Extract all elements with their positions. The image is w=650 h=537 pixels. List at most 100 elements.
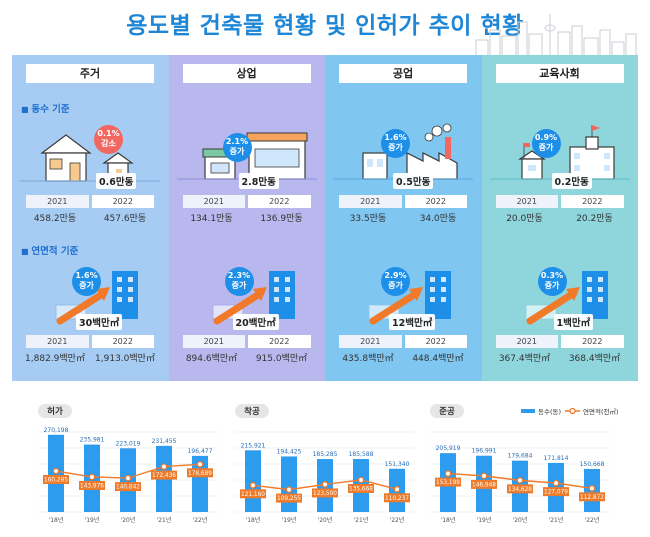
line-value-label: 109,255 <box>277 496 301 502</box>
x-tick-label: '19년 <box>85 516 100 524</box>
x-tick-label: '21년 <box>549 516 564 524</box>
year-row: 2021 2022 <box>26 335 154 348</box>
value-row: 134.1만동 136.9만동 <box>190 214 303 224</box>
value-row: 1,882.9백만㎡ 1,913.0백만㎡ <box>25 354 155 364</box>
house-illustration-icon <box>20 134 160 182</box>
panel-title: 공업 <box>339 64 467 83</box>
line-value-bg <box>312 488 338 498</box>
x-tick-label: '21년 <box>354 516 369 524</box>
line-point <box>52 467 60 475</box>
bar <box>245 450 261 512</box>
bar-value-label: 171,814 <box>544 455 569 462</box>
line-value-bg <box>276 493 302 503</box>
line-value-bg <box>579 492 605 502</box>
year-row: 2021 2022 <box>339 335 467 348</box>
line-value-label: 178,689 <box>188 471 212 477</box>
panel-title: 상업 <box>182 64 311 83</box>
line-point <box>444 470 452 477</box>
year-row: 2021 2022 <box>495 335 624 348</box>
change-badge: 0.9% 증가 <box>531 129 561 158</box>
value-row: 458.2만동 457.6만동 <box>33 214 147 224</box>
change-badge: 0.1% 감소 <box>94 125 123 154</box>
line-value-bg <box>240 489 266 499</box>
building-growth-icon <box>212 271 295 325</box>
legend-bar-swatch <box>521 409 535 413</box>
line-value-label: 135,668 <box>349 486 373 492</box>
x-tick-label: '18년 <box>246 516 261 524</box>
line-value-label: 172,436 <box>152 473 176 479</box>
line-value-bg <box>187 468 213 478</box>
page-title: 용도별 건축물 현황 및 인허가 추이 현황 <box>126 13 524 39</box>
bar-value-label: 151,340 <box>385 461 410 468</box>
bar-value-label: 150,668 <box>580 461 605 468</box>
year-row: 2021 2022 <box>339 195 467 208</box>
year-row: 2021 2022 <box>182 195 311 208</box>
panel-industrial: 공업 1.6% 증가 0.5만동 2021 2022 33.5만동 34.0만동 <box>325 55 482 381</box>
x-tick-label: '18년 <box>49 516 64 524</box>
line-point <box>160 463 168 470</box>
line-value-label: 123,500 <box>313 491 337 497</box>
line-value-label: 134,628 <box>508 487 532 493</box>
delta-label: 0.5만동 <box>393 173 434 189</box>
line-point <box>196 461 204 468</box>
line-value-bg <box>435 477 461 487</box>
bar-value-label: 205,919 <box>436 445 461 452</box>
change-badge: 2.3% 증가 <box>224 267 254 296</box>
change-badge: 0.3% 증가 <box>537 267 567 296</box>
x-tick-label: '20년 <box>513 516 528 524</box>
count-section-label: 동수 기준 <box>21 101 69 115</box>
line-value-label: 121,160 <box>241 492 265 498</box>
delta-label: 2.8만동 <box>238 173 279 189</box>
x-tick-label: '22년 <box>390 516 405 524</box>
bar-value-label: 185,285 <box>313 451 338 458</box>
delta-label: 0.6만동 <box>96 173 137 189</box>
line-point <box>357 476 365 484</box>
factory-illustration-icon <box>333 123 473 180</box>
line-point <box>249 482 257 489</box>
chart-title: 준공 <box>439 407 455 417</box>
x-tick-label: '20년 <box>121 516 136 524</box>
line-value-label: 143,976 <box>80 483 104 489</box>
change-badge: 2.9% 증가 <box>381 267 410 296</box>
change-badge: 1.6% 증가 <box>72 267 101 296</box>
line-value-label: 140,842 <box>116 485 140 491</box>
line-point <box>552 479 560 487</box>
building-growth-icon <box>368 271 451 325</box>
line-point <box>285 486 293 493</box>
chart-title-pill <box>235 404 269 418</box>
line-value-label: 127,079 <box>544 490 568 496</box>
line-point <box>393 486 401 493</box>
chart-title: 허가 <box>47 406 63 417</box>
value-row: 435.8백만㎡ 448.4백만㎡ <box>342 354 464 364</box>
line-value-bg <box>348 483 374 493</box>
bar-value-label: 196,991 <box>472 448 497 455</box>
value-row: 367.4백만㎡ 368.4백만㎡ <box>498 354 621 364</box>
line-value-label: 112,872 <box>580 495 604 501</box>
bar-value-label: 194,425 <box>277 448 302 455</box>
bar <box>281 456 297 512</box>
line-value-label: 110,237 <box>385 496 409 502</box>
bar-value-label: 223,019 <box>116 440 141 447</box>
panel-title: 교육사회 <box>495 64 624 83</box>
delta-label: 12백만㎡ <box>389 314 436 330</box>
line-value-bg <box>115 482 141 492</box>
line-value-label: 160,285 <box>44 478 68 484</box>
line-value-bg <box>43 475 69 485</box>
delta-label: 1백만㎡ <box>553 314 594 330</box>
delta-label: 0.2만동 <box>551 173 592 189</box>
panel-commercial: 상업 2.1% 증가 2.8만동 2021 2022 134.1만동 136.9만동 <box>168 55 325 381</box>
line-point <box>321 481 329 488</box>
value-row: 894.6백만㎡ 915.0백만㎡ <box>185 354 308 364</box>
line-value-bg <box>384 493 410 503</box>
x-tick-label: '22년 <box>193 516 208 524</box>
bar-value-label: 235,981 <box>80 437 105 444</box>
legend-line-label: 연면적(천㎡) <box>583 407 619 416</box>
permit-trend-charts: 동수(동) 연면적(천㎡) 허가 270,198 '18년 235,981 '19년 223,… <box>38 404 619 524</box>
change-badge: 2.1% 증가 <box>222 133 252 162</box>
chart-title: 착공 <box>244 406 260 417</box>
chart-title-pill <box>38 404 72 418</box>
line-value-label: 153,199 <box>436 480 460 486</box>
line-value-bg <box>507 484 533 494</box>
change-badge: 1.6% 증가 <box>381 129 410 158</box>
